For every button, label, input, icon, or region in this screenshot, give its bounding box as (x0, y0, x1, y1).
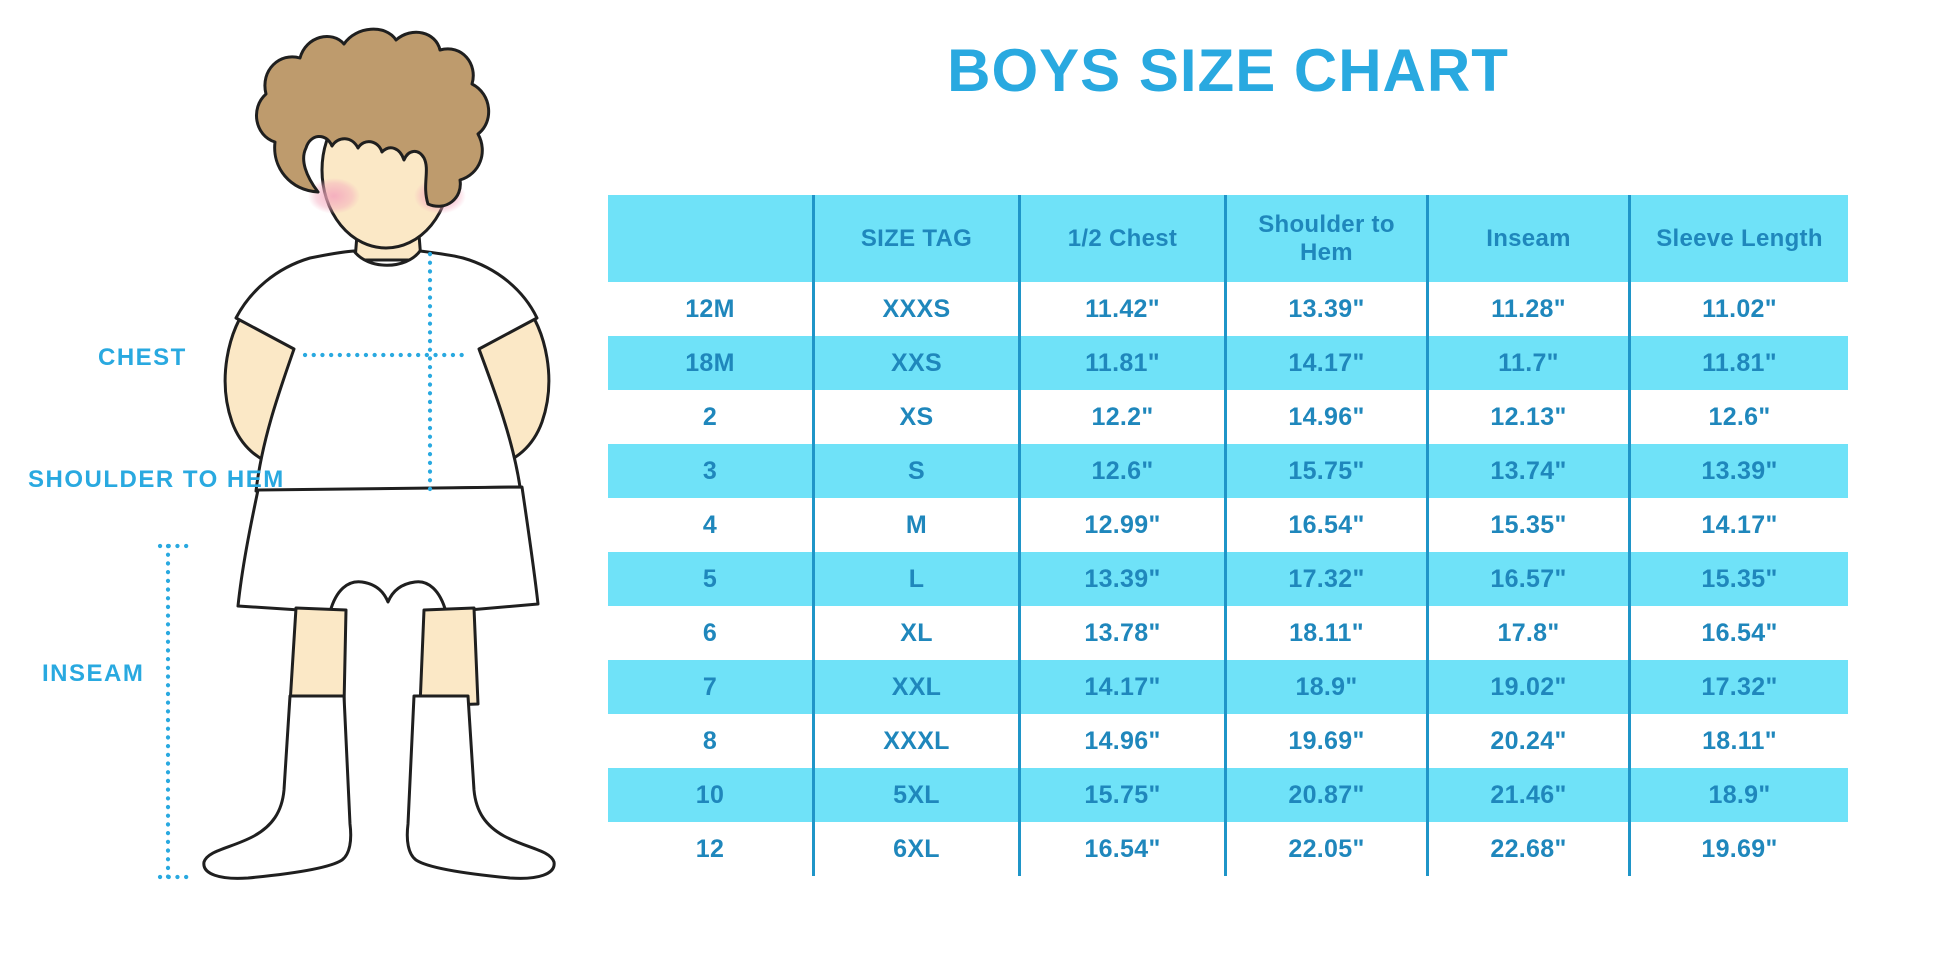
table-cell: L (812, 552, 1018, 606)
table-cell: 14.17" (1018, 660, 1224, 714)
table-cell: 11.02" (1628, 282, 1848, 336)
boy-illustration (0, 0, 560, 973)
table-cell: 18.11" (1224, 606, 1426, 660)
table-cell: XXXS (812, 282, 1018, 336)
table-cell: 4 (702, 510, 718, 539)
table-cell: 12.6" (1628, 390, 1848, 444)
table-cell: 16.54" (1628, 606, 1848, 660)
table-cell: 5 (702, 564, 718, 593)
table-cell: 2 (702, 402, 718, 431)
table-cell: 17.8" (1426, 606, 1628, 660)
table-cell: 12M (685, 294, 735, 323)
table-cell: XXXL (812, 714, 1018, 768)
table-cell: 19.69" (1628, 822, 1848, 876)
table-cell: XXS (812, 336, 1018, 390)
table-cell: 13.39" (1628, 444, 1848, 498)
header-cell-size-tag: SIZE TAG (812, 195, 1018, 282)
table-cell: 13.74" (1426, 444, 1628, 498)
table-cell: 11.7" (1426, 336, 1628, 390)
page-title: BOYS SIZE CHART (947, 37, 1509, 104)
inseam-label: INSEAM (42, 660, 145, 687)
table-cell: 6 (702, 618, 718, 647)
table-cell: 19.02" (1426, 660, 1628, 714)
table-cell: 19.69" (1224, 714, 1426, 768)
table-cell: 11.42" (1018, 282, 1224, 336)
table-cell: XL (812, 606, 1018, 660)
table-cell: 20.24" (1426, 714, 1628, 768)
table-cell: M (812, 498, 1018, 552)
table-cell: XXL (812, 660, 1018, 714)
right-leg-shape (418, 606, 480, 708)
table-row: 10 5XL 15.75" 20.87" 21.46" 18.9" (608, 768, 1848, 822)
table-cell: 12.6" (1018, 444, 1224, 498)
table-row: 2 XS 12.2" 14.96" 12.13" 12.6" (608, 390, 1848, 444)
table-row: 12M XXXS 11.42" 13.39" 11.28" 11.02" (608, 282, 1848, 336)
table-cell: 12 (695, 834, 725, 863)
left-sock-shape (202, 694, 353, 880)
table-cell: 15.35" (1426, 498, 1628, 552)
table-cell: 21.46" (1426, 768, 1628, 822)
table-cell: 17.32" (1628, 660, 1848, 714)
table-cell: 16.54" (1224, 498, 1426, 552)
table-row: 8 XXXL 14.96" 19.69" 20.24" 18.11" (608, 714, 1848, 768)
table-cell: 10 (695, 780, 725, 809)
table-cell: 14.17" (1628, 498, 1848, 552)
table-cell: 18.11" (1628, 714, 1848, 768)
table-cell: 15.75" (1018, 768, 1224, 822)
header-cell-inseam: Inseam (1426, 195, 1628, 282)
table-cell: 6XL (812, 822, 1018, 876)
table-row: 7 XXL 14.17" 18.9" 19.02" 17.32" (608, 660, 1848, 714)
boy-figure-illustration (157, 27, 556, 880)
hair-shape (255, 27, 491, 208)
table-cell: 15.35" (1628, 552, 1848, 606)
shoulder-to-hem-label: SHOULDER TO HEM (28, 466, 285, 493)
table-cell: S (812, 444, 1018, 498)
header-cell-sleeve-length: Sleeve Length (1628, 195, 1848, 282)
table-cell: 15.75" (1224, 444, 1426, 498)
header-cell-shoulder-to-hem: Shoulder to Hem (1224, 195, 1426, 282)
table-cell: 18M (685, 348, 735, 377)
table-row: 5 L 13.39" 17.32" 16.57" 15.35" (608, 552, 1848, 606)
table-cell: 13.39" (1224, 282, 1426, 336)
chest-label: CHEST (98, 344, 187, 371)
table-cell: 13.39" (1018, 552, 1224, 606)
table-cell: 22.68" (1426, 822, 1628, 876)
table-cell: 16.57" (1426, 552, 1628, 606)
table-cell: 14.17" (1224, 336, 1426, 390)
table-cell: 8 (702, 726, 718, 755)
table-cell: 17.32" (1224, 552, 1426, 606)
table-cell: 20.87" (1224, 768, 1426, 822)
table-cell: 18.9" (1224, 660, 1426, 714)
table-cell: 14.96" (1224, 390, 1426, 444)
table-cell: 12.13" (1426, 390, 1628, 444)
table-cell: 14.96" (1018, 714, 1224, 768)
table-cell: XS (812, 390, 1018, 444)
table-cell: 12.2" (1018, 390, 1224, 444)
right-sock-shape (405, 694, 556, 880)
table-cell: 22.05" (1224, 822, 1426, 876)
size-chart-table: SIZE TAG 1/2 Chest Shoulder to Hem Insea… (608, 195, 1848, 876)
table-row: 6 XL 13.78" 18.11" 17.8" 16.54" (608, 606, 1848, 660)
header-cell-half-chest: 1/2 Chest (1018, 195, 1224, 282)
left-leg-shape (288, 606, 348, 708)
table-cell: 11.28" (1426, 282, 1628, 336)
header-cell-size (608, 195, 812, 282)
shorts-shape (236, 485, 540, 614)
table-cell: 5XL (812, 768, 1018, 822)
table-cell: 18.9" (1628, 768, 1848, 822)
table-cell: 12.99" (1018, 498, 1224, 552)
table-cell: 7 (702, 672, 718, 701)
table-cell: 13.78" (1018, 606, 1224, 660)
table-cell: 16.54" (1018, 822, 1224, 876)
blush-left-icon (308, 178, 360, 214)
table-cell: 11.81" (1628, 336, 1848, 390)
table-row: 18M XXS 11.81" 14.17" 11.7" 11.81" (608, 336, 1848, 390)
table-header-row: SIZE TAG 1/2 Chest Shoulder to Hem Insea… (608, 195, 1848, 282)
table-cell: 3 (702, 456, 718, 485)
tshirt-shape (234, 249, 539, 493)
table-row: 12 6XL 16.54" 22.05" 22.68" 19.69" (608, 822, 1848, 876)
table-row: 3 S 12.6" 15.75" 13.74" 13.39" (608, 444, 1848, 498)
table-row: 4 M 12.99" 16.54" 15.35" 14.17" (608, 498, 1848, 552)
table-cell: 11.81" (1018, 336, 1224, 390)
